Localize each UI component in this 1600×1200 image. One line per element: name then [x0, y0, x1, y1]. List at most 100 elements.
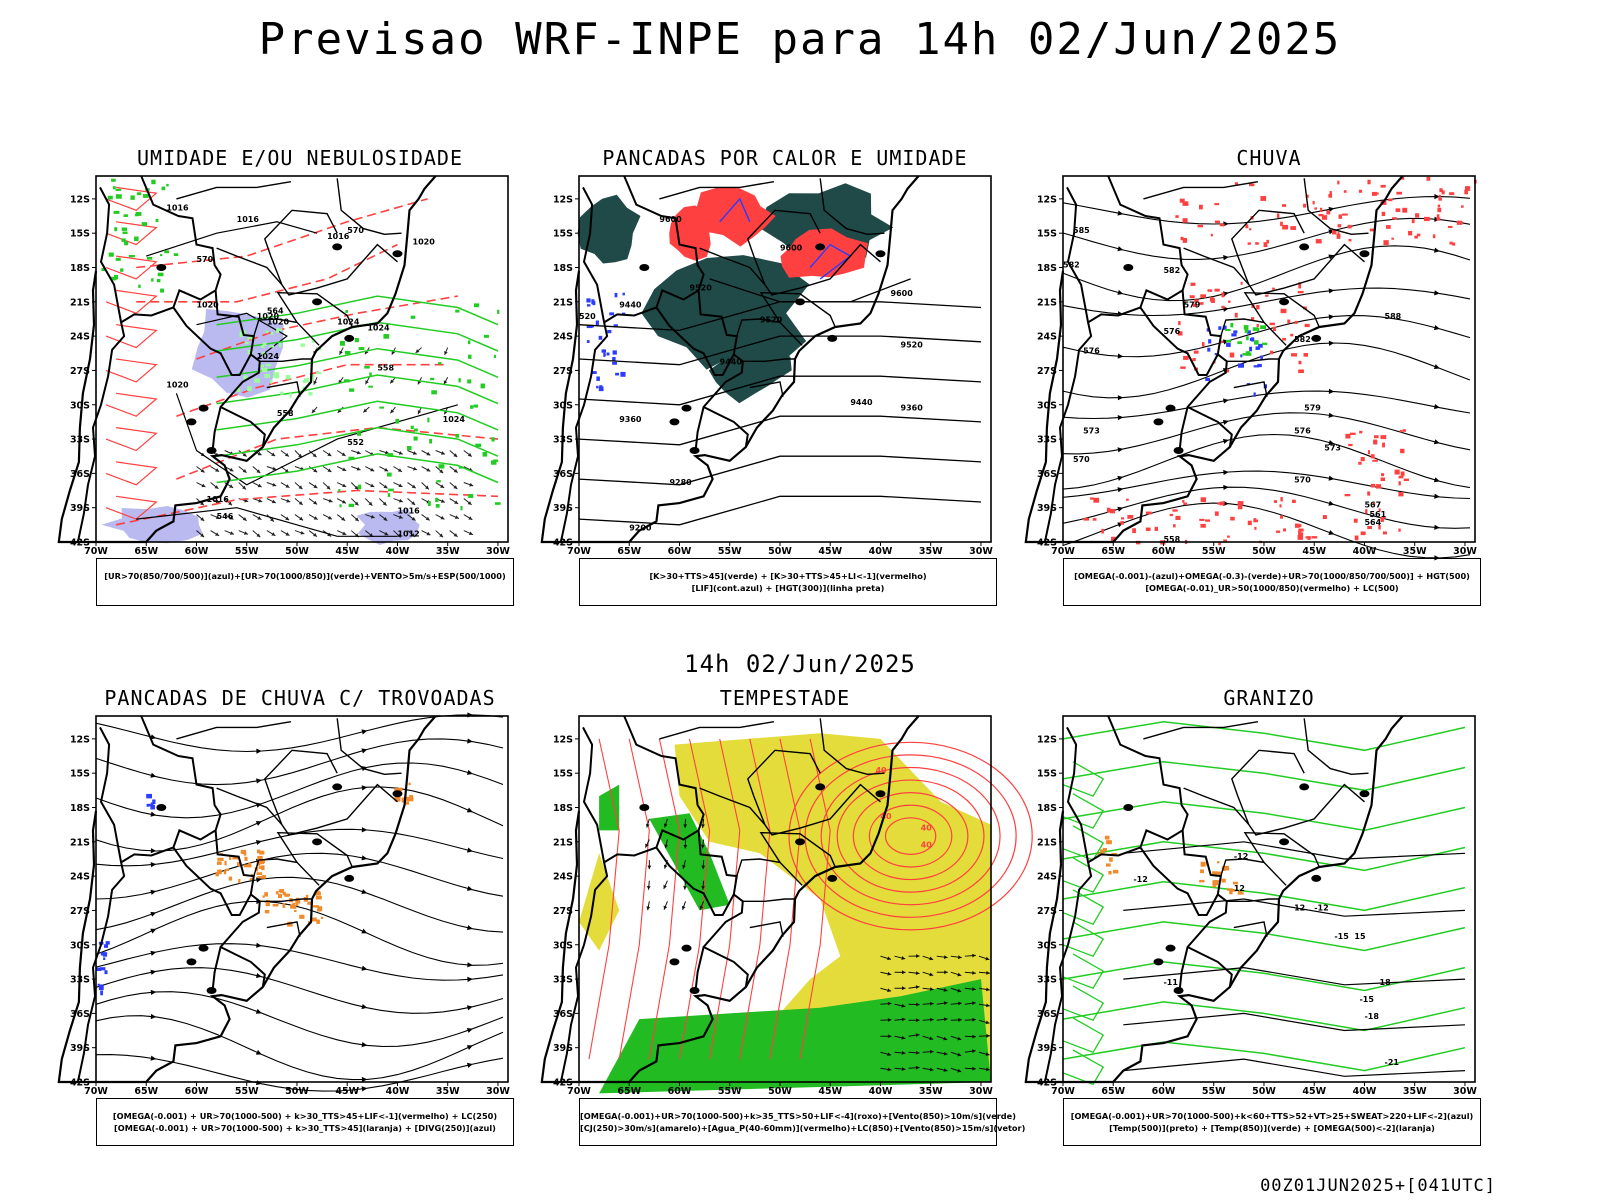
rain-area	[1249, 183, 1255, 187]
rain-area	[1172, 509, 1178, 512]
contour-label: 1020	[413, 238, 436, 247]
country-border	[603, 715, 705, 864]
state-border	[336, 718, 402, 776]
contour-label: 570	[347, 226, 364, 235]
wind-vector-head	[285, 532, 290, 536]
strong-wind-vector-head	[943, 1017, 948, 1022]
humidity-contour-low	[216, 426, 499, 457]
wind-streamline-red	[769, 738, 801, 1060]
contour-label: 558	[1163, 535, 1180, 544]
omega-area	[1102, 847, 1107, 852]
wind-vector-head	[299, 516, 304, 521]
rain-area	[1298, 360, 1302, 365]
rain-area	[1290, 226, 1297, 230]
rain-area	[1223, 539, 1227, 543]
wind-vector-head	[242, 485, 246, 490]
humidity-fleck	[343, 379, 350, 383]
rain-area	[1237, 501, 1244, 506]
lake-marker	[639, 804, 650, 811]
wind-850-area	[599, 784, 620, 831]
streamline-arrow	[1222, 419, 1229, 425]
lake-marker	[344, 334, 355, 342]
upward-motion-area	[1208, 339, 1212, 344]
contour-label: 1020	[196, 301, 219, 310]
state-border	[176, 181, 292, 200]
moist-ascent-area	[1246, 336, 1249, 341]
map-frame	[95, 715, 509, 1083]
lon-tick-label: 60W	[1152, 546, 1176, 557]
moist-ascent-area	[1225, 339, 1232, 343]
streamline-arrow	[256, 748, 262, 754]
humidity-fleck	[348, 456, 355, 460]
strong-wind-vector-head	[646, 906, 651, 911]
rain-area	[1399, 429, 1403, 433]
streamline	[1062, 245, 1471, 302]
contour-label: 1016	[207, 495, 230, 504]
strong-wind-vector-head	[985, 956, 990, 961]
rain-area	[1083, 517, 1090, 521]
lon-tick-label: 40W	[869, 546, 893, 557]
lat-tick-label: 21S	[70, 297, 90, 308]
upward-motion-area	[1233, 330, 1238, 334]
omega-area	[1200, 861, 1206, 867]
rain-area	[1314, 207, 1318, 210]
thunderstorm-area	[266, 902, 270, 907]
thunderstorm-area	[290, 904, 295, 909]
wind-vector-head	[313, 516, 318, 520]
rain-area	[1175, 215, 1179, 218]
lat-tick-label: 27S	[553, 906, 573, 917]
contour-label: 9200	[629, 524, 652, 533]
contour-label: 1024	[367, 323, 390, 332]
rain-area	[1315, 239, 1322, 244]
precipitable-water-contour	[852, 792, 969, 881]
wind-vector-head	[298, 453, 302, 458]
rain-area	[1373, 502, 1376, 505]
rain-area	[1180, 236, 1184, 241]
omega-area	[1100, 849, 1105, 855]
panel-legend: [OMEGA(-0.001)-(azul)+OMEGA(-0.3)-(verde…	[1063, 558, 1481, 606]
humidity-fleck	[236, 387, 241, 392]
lake-marker	[206, 447, 217, 454]
thunderstorm-area	[217, 857, 223, 861]
country-border	[1043, 726, 1093, 1083]
streamline-arrow	[1328, 388, 1335, 394]
rain-area	[1270, 350, 1274, 355]
humidity-fleck	[285, 374, 291, 380]
humidity-fleck	[273, 372, 279, 377]
contour-label: -15	[1334, 932, 1349, 941]
rain-area	[1439, 188, 1443, 193]
lat-tick-label: 18S	[70, 803, 90, 814]
streamline-arrow	[150, 1055, 157, 1061]
rain-area	[1214, 203, 1220, 206]
lat-tick-label: 15S	[553, 769, 573, 780]
lake-marker	[669, 418, 680, 426]
thunderstorm-area	[261, 875, 267, 879]
streamline-arrow	[150, 889, 157, 895]
contour-label: 582	[1163, 266, 1180, 275]
wind-vector-head	[229, 467, 234, 472]
contour-label: 564	[267, 306, 284, 315]
wind-vector-head	[257, 451, 262, 456]
streamline-arrow	[1328, 440, 1335, 446]
wind-vector-head	[439, 533, 444, 538]
thunderstorm-area	[259, 859, 265, 863]
lon-tick-label: 40W	[869, 1086, 893, 1097]
rain-area	[1342, 213, 1348, 216]
rain-area	[1197, 224, 1203, 228]
lon-tick-label: 50W	[1252, 1086, 1276, 1097]
wind-vector-head	[354, 517, 359, 522]
strong-wind-vector-head	[943, 955, 948, 960]
temperature-850-contour	[1062, 793, 1105, 829]
precipitable-water-contour	[804, 754, 1017, 918]
humidity-fleck	[270, 332, 274, 335]
contour-label: 564	[1364, 518, 1381, 527]
streamline-arrow	[361, 1042, 368, 1048]
strong-wind-vector-head	[901, 1051, 906, 1055]
lon-tick-label: 45W	[335, 1086, 359, 1097]
wind-vector-head	[453, 453, 458, 458]
omega-area	[1109, 857, 1113, 862]
humidity-fleck	[134, 236, 139, 242]
humidity-fleck	[475, 443, 482, 448]
lifted-index-contour	[603, 352, 606, 357]
upward-motion-area	[1253, 365, 1260, 368]
